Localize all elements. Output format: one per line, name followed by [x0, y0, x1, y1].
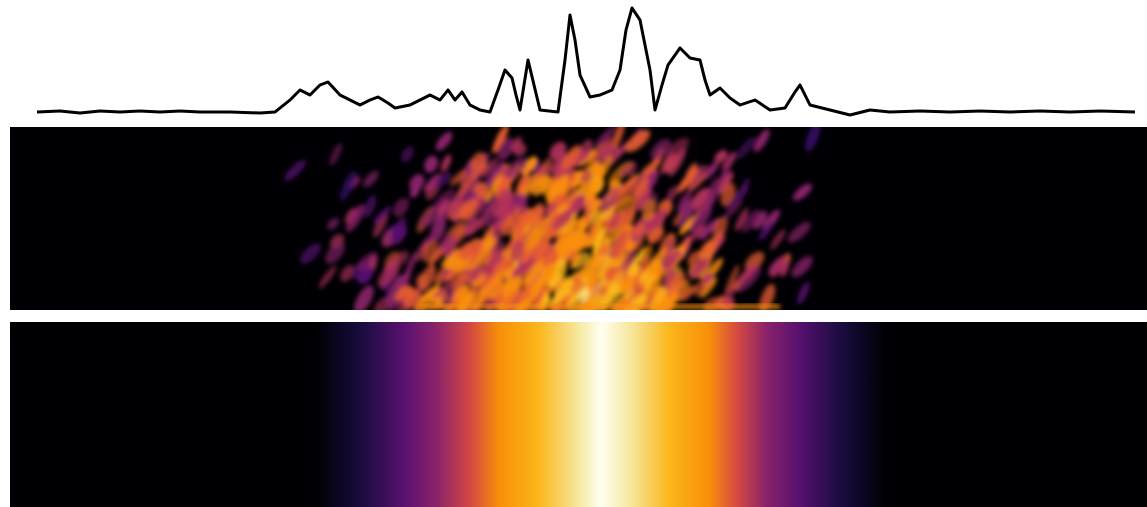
profile-line — [37, 8, 1135, 115]
beam-panel — [10, 322, 1147, 507]
speckle-edge — [420, 304, 780, 309]
page: (() => { const svg = document.getElement… — [0, 0, 1147, 507]
figure — [0, 0, 1147, 507]
